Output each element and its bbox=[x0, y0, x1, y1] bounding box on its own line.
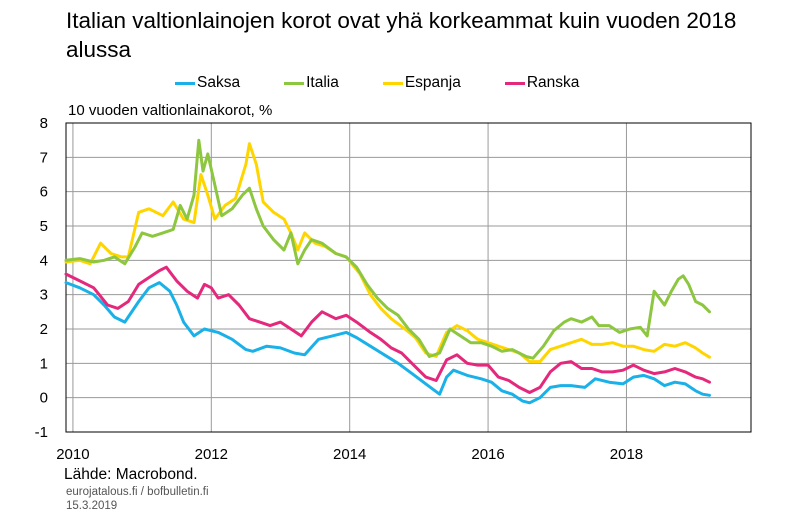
legend-label: Italia bbox=[306, 74, 339, 91]
y-tick-label: 2 bbox=[40, 321, 48, 338]
series-line-italia bbox=[64, 138, 711, 360]
series-lines bbox=[64, 138, 711, 405]
series-line-ranska bbox=[64, 265, 711, 394]
y-tick-label: 1 bbox=[40, 355, 48, 372]
x-tick-label: 2010 bbox=[56, 446, 89, 463]
legend-swatch bbox=[284, 81, 305, 85]
legend-label: Saksa bbox=[197, 74, 241, 91]
y-tick-label: 4 bbox=[40, 252, 48, 269]
source-note: Lähde: Macrobond. bbox=[64, 466, 198, 483]
plot-frame bbox=[65, 122, 752, 433]
y-tick-labels: -1 0 1 2 3 4 5 6 7 8 bbox=[35, 115, 48, 441]
y-tick-label: 7 bbox=[40, 149, 48, 166]
y-tick-label: 8 bbox=[40, 115, 48, 132]
y-tick-label: 0 bbox=[40, 390, 48, 407]
legend: Saksa Italia Espanja Ranska bbox=[175, 74, 623, 92]
y-tick-label: 6 bbox=[40, 184, 48, 201]
grid-lines bbox=[66, 123, 751, 432]
legend-swatch bbox=[175, 81, 195, 85]
x-tick-label: 2014 bbox=[333, 446, 366, 463]
publish-date: 15.3.2019 bbox=[66, 500, 118, 512]
legend-label: Ranska bbox=[526, 74, 580, 91]
site-credit: eurojatalous.fi / bofbulletin.fi bbox=[66, 486, 209, 498]
x-tick-label: 2016 bbox=[471, 446, 504, 463]
chart-title: Italian valtionlainojen korot ovat yhä k… bbox=[66, 8, 737, 62]
y-tick-label: -1 bbox=[35, 424, 48, 441]
line-chart: -1 0 1 2 3 4 5 6 7 8 2010 2012 2014 2016 2018 bbox=[35, 115, 752, 463]
x-tick-label: 2012 bbox=[195, 446, 228, 463]
legend-label: Espanja bbox=[404, 74, 461, 91]
x-tick-labels: 2010 2012 2014 2016 2018 bbox=[56, 446, 643, 463]
series-line-espanja bbox=[64, 142, 711, 364]
legend-swatch bbox=[504, 81, 525, 85]
legend-item-ranska: Ranska bbox=[504, 74, 580, 92]
series-line-saksa bbox=[64, 281, 711, 405]
y-tick-label: 5 bbox=[40, 218, 48, 235]
legend-item-italia: Italia bbox=[284, 74, 339, 92]
y-axis-label: 10 vuoden valtionlainakorot, % bbox=[68, 102, 273, 119]
legend-item-espanja: Espanja bbox=[382, 74, 461, 92]
x-tick-label: 2018 bbox=[610, 446, 643, 463]
legend-item-saksa: Saksa bbox=[175, 74, 240, 92]
legend-swatch bbox=[382, 81, 403, 85]
y-tick-label: 3 bbox=[40, 287, 48, 304]
